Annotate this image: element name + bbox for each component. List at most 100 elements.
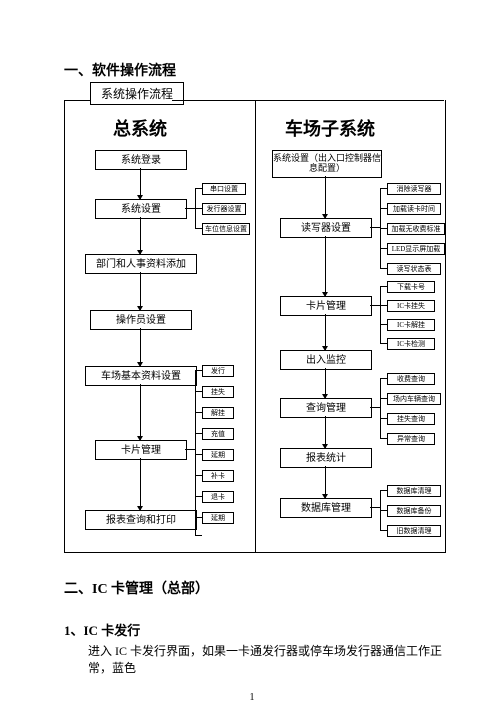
connector bbox=[370, 407, 380, 408]
minibox-r5-1: 场内车辆查询 bbox=[387, 393, 441, 405]
node-left-2: 系统设置 bbox=[95, 199, 187, 219]
connector bbox=[195, 370, 196, 535]
arrow-icon bbox=[322, 494, 328, 499]
minibox-r5-3: 异常查询 bbox=[387, 433, 435, 445]
connector bbox=[195, 517, 202, 518]
connector bbox=[195, 370, 202, 371]
connector bbox=[140, 328, 141, 366]
connector bbox=[325, 236, 326, 296]
minibox-l6-3: 充值 bbox=[202, 428, 234, 440]
arrow-icon bbox=[322, 292, 328, 297]
connector bbox=[195, 188, 202, 189]
minibox-r7-0: 数据库清理 bbox=[387, 485, 441, 497]
node-left-5: 车场基本资料设置 bbox=[85, 366, 197, 386]
connector bbox=[380, 510, 387, 511]
node-left-3: 部门和人事资料添加 bbox=[85, 254, 197, 274]
node-right-5: 查询管理 bbox=[280, 398, 372, 418]
connector bbox=[380, 324, 387, 325]
connector bbox=[325, 314, 326, 350]
connector bbox=[380, 268, 387, 269]
connector bbox=[380, 378, 387, 379]
heading-3: 1、IC 卡发行 bbox=[64, 620, 140, 639]
arrow-icon bbox=[322, 346, 328, 351]
right-column-title: 车场子系统 bbox=[280, 115, 380, 141]
node-left-7: 报表查询和打印 bbox=[85, 510, 197, 530]
connector bbox=[380, 378, 381, 438]
minibox-r2-3: LED显示屏加载 bbox=[387, 243, 445, 255]
minibox-r3-0: 下载卡号 bbox=[387, 281, 435, 293]
page: 一、软件操作流程 系统操作流程 总系统 车场子系统 系统登录 系统设置 部门和人… bbox=[0, 0, 504, 713]
minibox-l6-6: 退卡 bbox=[202, 491, 234, 503]
connector bbox=[195, 412, 202, 413]
node-right-6: 报表统计 bbox=[280, 448, 372, 468]
arrow-icon bbox=[137, 250, 143, 255]
connector bbox=[380, 228, 387, 229]
arrow-icon bbox=[137, 306, 143, 311]
node-right-7: 数据库管理 bbox=[280, 498, 372, 518]
page-number: 1 bbox=[250, 692, 255, 703]
connector bbox=[185, 449, 195, 450]
arrow-icon bbox=[137, 436, 143, 441]
connector bbox=[195, 535, 202, 536]
connector bbox=[380, 248, 387, 249]
minibox-r7-2: 旧数据清理 bbox=[387, 525, 441, 537]
connector bbox=[370, 305, 380, 306]
minibox-l6-2: 解挂 bbox=[202, 407, 234, 419]
minibox-r2-1: 加载读卡时间 bbox=[387, 203, 441, 215]
node-right-4: 出入监控 bbox=[280, 350, 372, 370]
arrow-icon bbox=[137, 506, 143, 511]
minibox-l6-4: 延期 bbox=[202, 449, 234, 461]
node-left-1: 系统登录 bbox=[95, 150, 187, 170]
node-left-4: 操作员设置 bbox=[90, 310, 192, 330]
connector bbox=[380, 305, 387, 306]
node-right-2: 读写器设置 bbox=[280, 218, 372, 238]
connector bbox=[195, 391, 202, 392]
minibox-l6-5: 补卡 bbox=[202, 470, 234, 482]
connector bbox=[140, 272, 141, 310]
connector bbox=[380, 286, 381, 344]
minibox-r3-2: IC卡解挂 bbox=[387, 319, 435, 331]
connector bbox=[195, 454, 202, 455]
connector bbox=[325, 176, 326, 218]
minibox-r2-2: 加载无收费标准 bbox=[387, 223, 445, 235]
connector bbox=[380, 438, 387, 439]
arrow-icon bbox=[322, 214, 328, 219]
minibox-l2-2: 车位信息设置 bbox=[202, 223, 250, 235]
minibox-r5-0: 收费查询 bbox=[387, 373, 435, 385]
connector bbox=[195, 228, 202, 229]
connector bbox=[370, 507, 380, 508]
node-right-1: 系统设置（出入口控制器信息配置） bbox=[272, 150, 382, 178]
minibox-r3-3: IC卡检测 bbox=[387, 338, 435, 350]
connector bbox=[185, 208, 195, 209]
arrow-icon bbox=[322, 394, 328, 399]
arrow-icon bbox=[137, 195, 143, 200]
connector bbox=[195, 496, 202, 497]
heading-1: 一、软件操作流程 bbox=[64, 60, 176, 80]
node-right-3: 卡片管理 bbox=[280, 296, 372, 316]
minibox-l6-1: 挂失 bbox=[202, 386, 234, 398]
connector bbox=[370, 227, 380, 228]
connector bbox=[380, 490, 387, 491]
left-column-title: 总系统 bbox=[90, 115, 190, 141]
minibox-r2-4: 读写状态表 bbox=[387, 263, 441, 275]
connector bbox=[140, 217, 141, 254]
column-separator bbox=[255, 100, 256, 552]
connector bbox=[140, 458, 141, 510]
connector bbox=[380, 343, 387, 344]
heading-2: 二、IC 卡管理（总部） bbox=[64, 578, 209, 598]
connector bbox=[140, 384, 141, 440]
arrow-icon bbox=[137, 362, 143, 367]
minibox-r2-0: 消除读写器 bbox=[387, 183, 441, 195]
connector bbox=[380, 398, 387, 399]
arrow-icon bbox=[322, 444, 328, 449]
minibox-l2-1: 发行器设置 bbox=[202, 203, 246, 215]
minibox-l6-7: 延期 bbox=[202, 512, 234, 524]
node-left-6: 卡片管理 bbox=[95, 440, 187, 460]
connector bbox=[380, 208, 387, 209]
connector bbox=[195, 433, 202, 434]
minibox-r5-2: 挂失查询 bbox=[387, 413, 435, 425]
connector bbox=[195, 208, 202, 209]
body-paragraph: 进入 IC 卡发行界面，如果一卡通发行器或停车场发行器通信工作正常，蓝色 bbox=[88, 642, 448, 676]
minibox-r3-1: IC卡挂失 bbox=[387, 300, 435, 312]
minibox-l6-0: 发行 bbox=[202, 365, 234, 377]
